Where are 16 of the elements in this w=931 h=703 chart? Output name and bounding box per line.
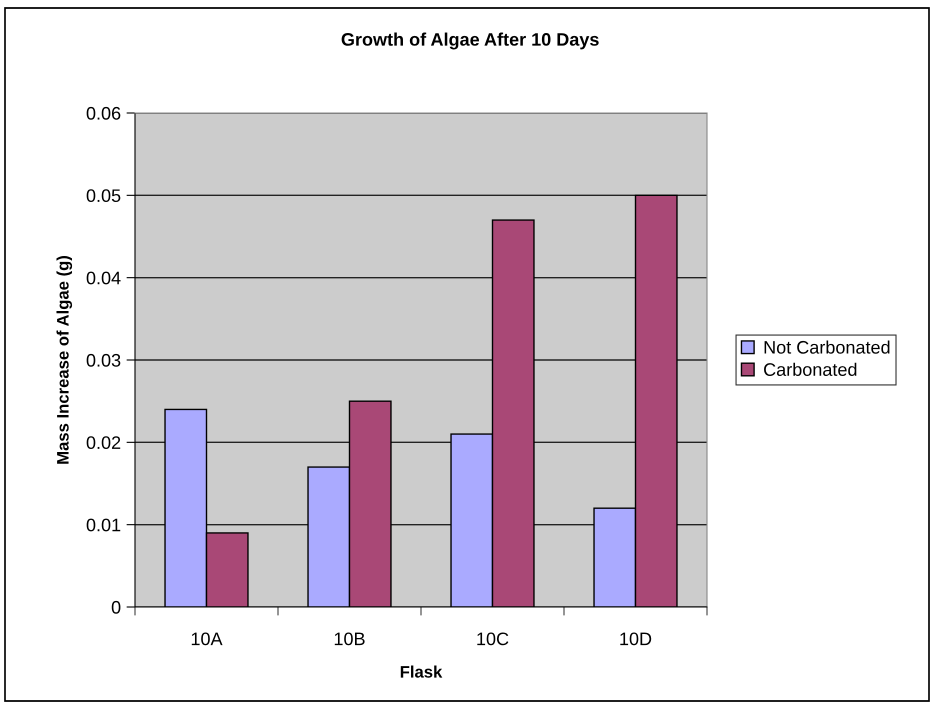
y-tick-label: 0.05 [86, 189, 120, 202]
x-tick-label: 10D [620, 632, 652, 646]
y-tick-label: 0.01 [86, 518, 120, 532]
y-axis-title: Mass Increase of Algae (g) [56, 256, 72, 464]
x-tick-label: 10B [334, 632, 365, 646]
y-tick-label: 0.04 [86, 272, 121, 284]
x-axis-title: Flask [400, 666, 442, 678]
legend-label: Not Carbonated [764, 340, 890, 354]
y-tick-label: 0 [112, 600, 120, 614]
x-tick-label: 10A [192, 632, 223, 646]
chart-title: Growth of Algae After 10 Days [342, 32, 599, 50]
y-tick-label: 0.03 [86, 354, 120, 367]
legend-label: Carbonated [764, 362, 856, 376]
x-tick-label: 10C [477, 632, 508, 646]
y-tick-label: 0.02 [86, 436, 120, 450]
y-tick-label: 0.06 [86, 106, 120, 120]
